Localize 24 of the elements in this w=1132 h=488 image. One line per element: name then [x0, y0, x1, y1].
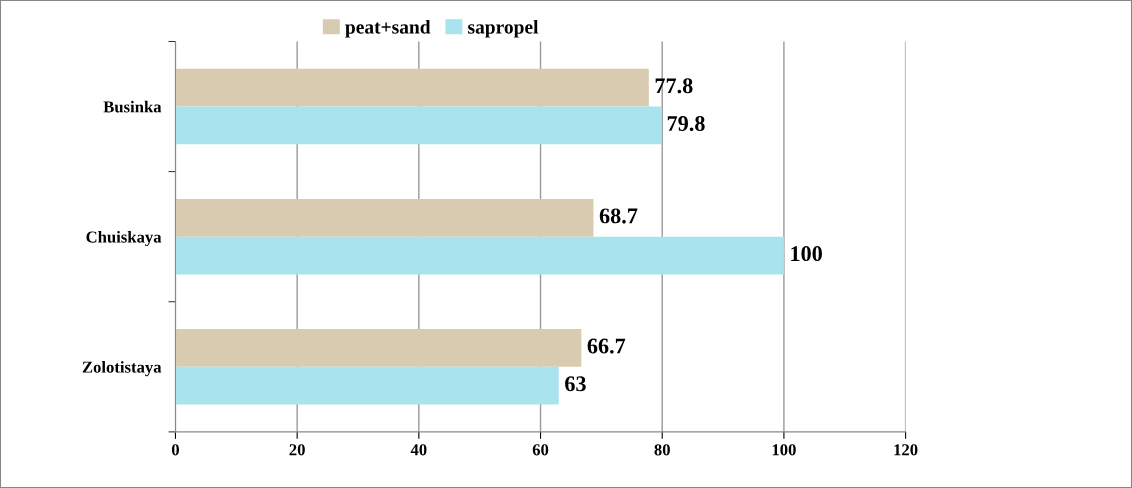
legend-label: peat+sand — [345, 19, 431, 38]
x-tick-label: 60 — [532, 444, 549, 456]
legend-label: sapropel — [468, 19, 539, 38]
data-label: 79.8 — [667, 115, 705, 132]
x-tick-label: 20 — [289, 444, 305, 456]
y-tick-label: Chuiskaya — [86, 230, 162, 247]
data-label: 68.7 — [599, 208, 638, 224]
x-tick-label: 40 — [410, 444, 427, 456]
data-label: 77.8 — [655, 78, 693, 94]
bar — [175, 236, 784, 275]
bar — [175, 106, 661, 145]
bar — [175, 198, 594, 237]
y-tick-label: Zolotistaya — [82, 361, 162, 377]
bar — [175, 68, 649, 107]
data-label: 63 — [565, 376, 586, 392]
y-tick-label: Businka — [103, 100, 162, 113]
x-tick-label: 0 — [171, 444, 179, 456]
x-tick-label: 80 — [654, 444, 670, 456]
bar — [175, 329, 582, 367]
data-label: 100 — [791, 246, 822, 262]
data-label: 66.7 — [587, 338, 626, 354]
x-tick-label: 100 — [772, 444, 796, 456]
bar — [175, 366, 559, 405]
x-tick-label: 120 — [894, 444, 918, 456]
